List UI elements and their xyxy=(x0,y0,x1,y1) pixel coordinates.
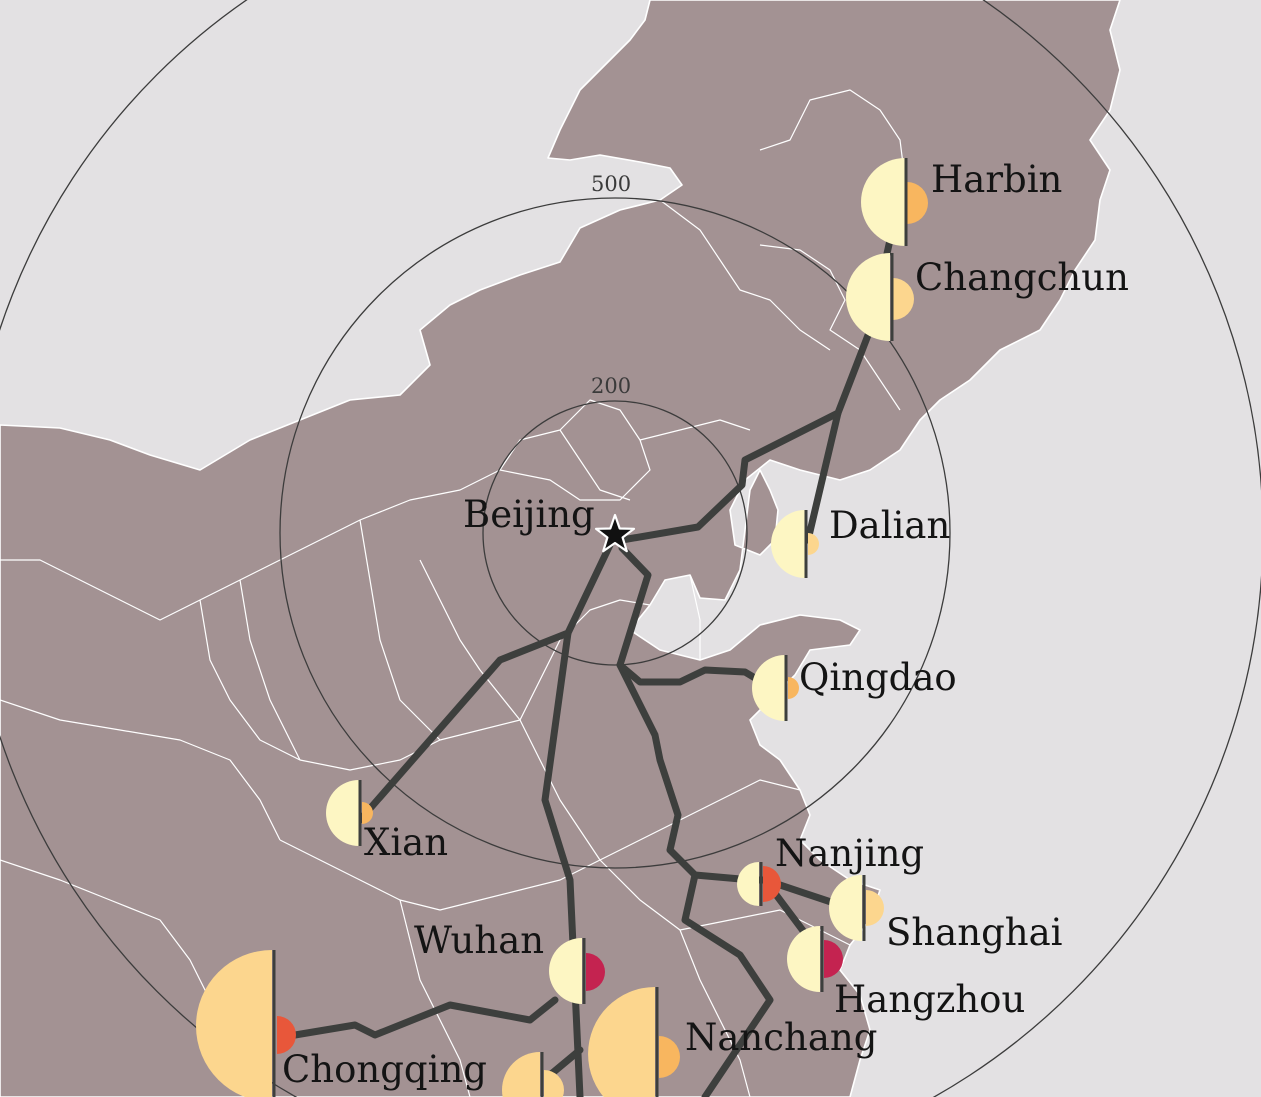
city-label-beijing: Beijing xyxy=(463,493,595,536)
rail-line-south xyxy=(546,1046,584,1079)
city-glyph-dalian xyxy=(771,510,819,578)
city-label-dalian: Dalian xyxy=(829,504,950,547)
star-icon xyxy=(594,513,636,553)
city-glyph-nanchang xyxy=(588,987,680,1097)
distance-ring-200 xyxy=(482,400,748,666)
ring-label-200: 200 xyxy=(591,374,631,398)
city-label-chongqing: Chongqing xyxy=(282,1048,487,1091)
city-glyphs xyxy=(196,158,928,1097)
city-glyph-qingdao xyxy=(752,655,799,721)
rail-line-nanchang xyxy=(681,871,774,1097)
city-glyph-wuhan xyxy=(549,938,605,1004)
distance-ring-500 xyxy=(279,197,951,869)
city-label-shanghai: Shanghai xyxy=(886,911,1062,954)
rail-line-east xyxy=(616,544,769,884)
city-label-qingdao: Qingdao xyxy=(799,656,957,699)
city-glyph-harbin xyxy=(861,158,928,246)
rail-line-chongqing xyxy=(291,996,559,1039)
city-glyph-hangzhou xyxy=(787,926,843,992)
rail-line-dalian xyxy=(804,409,842,544)
city-glyph-xian xyxy=(326,780,373,846)
rail-line-xian xyxy=(356,541,614,824)
city-label-wuhan: Wuhan xyxy=(414,919,544,962)
city-glyph-southern xyxy=(502,1052,564,1097)
city-label-nanchang: Nanchang xyxy=(685,1016,877,1059)
city-label-harbin: Harbin xyxy=(931,158,1062,201)
city-glyph-shanghai xyxy=(829,875,884,941)
city-label-xian: Xian xyxy=(364,821,448,864)
rail-line-qingdao xyxy=(616,661,779,694)
city-glyph-chongqing xyxy=(196,950,296,1097)
city-label-hangzhou: Hangzhou xyxy=(834,978,1025,1021)
city-glyph-nanjing xyxy=(737,862,781,906)
city-label-nanjing: Nanjing xyxy=(775,832,924,875)
city-glyph-changchun xyxy=(846,253,914,341)
city-label-changchun: Changchun xyxy=(915,256,1129,299)
ring-label-500: 500 xyxy=(591,172,631,196)
